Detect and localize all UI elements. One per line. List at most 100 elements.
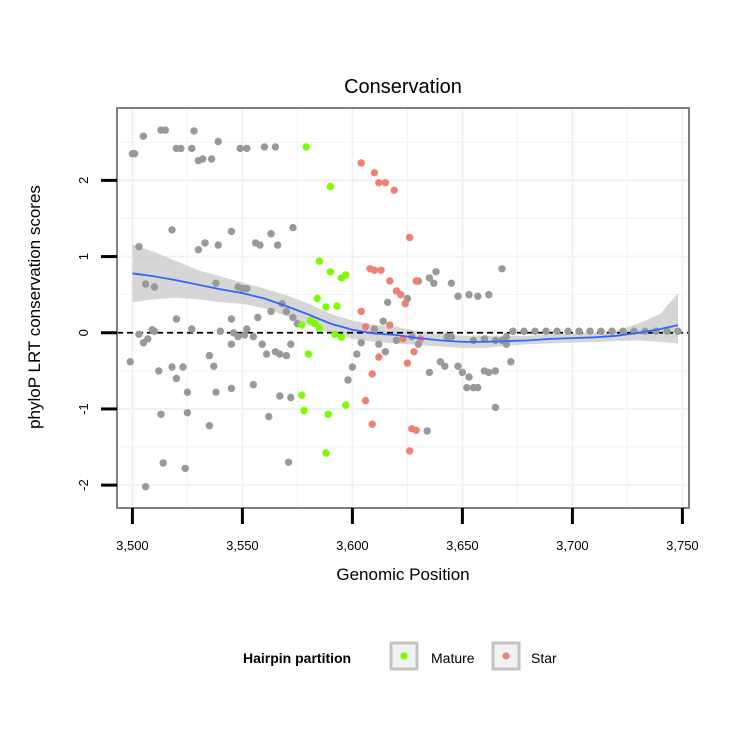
- point-other: [597, 327, 605, 335]
- point-star: [375, 179, 383, 187]
- point-star: [386, 277, 394, 285]
- y-tick-label: -2: [76, 479, 91, 491]
- point-other: [436, 358, 445, 366]
- point-other: [608, 327, 616, 335]
- point-other: [240, 331, 249, 339]
- point-other: [289, 223, 297, 232]
- point-other: [135, 243, 143, 251]
- point-other: [379, 317, 387, 325]
- x-tick-label: 3,550: [226, 538, 259, 553]
- point-mature: [322, 449, 330, 457]
- point-star: [390, 186, 398, 194]
- point-other: [491, 367, 500, 375]
- point-other: [485, 368, 493, 377]
- point-other: [491, 403, 500, 412]
- point-other: [130, 150, 139, 158]
- point-mature: [324, 410, 332, 418]
- point-other: [227, 384, 236, 393]
- point-star: [361, 323, 370, 331]
- point-star: [386, 321, 394, 329]
- point-other: [353, 350, 361, 358]
- point-other: [282, 307, 291, 316]
- point-other: [491, 336, 500, 345]
- confidence-band: [132, 244, 678, 348]
- point-other: [214, 241, 222, 249]
- x-tick-label: 3,700: [556, 538, 589, 553]
- point-other: [256, 241, 264, 249]
- plot-panel: [117, 108, 689, 508]
- point-star: [361, 396, 370, 405]
- point-other: [282, 351, 291, 360]
- point-mature: [337, 333, 346, 341]
- point-other: [265, 412, 273, 421]
- point-other: [383, 298, 392, 306]
- legend-swatch-star: [502, 652, 510, 660]
- point-other: [161, 126, 170, 134]
- point-other: [447, 279, 456, 287]
- point-mature: [304, 350, 313, 358]
- point-other: [454, 362, 462, 370]
- legend-title: Hairpin partition: [243, 650, 351, 666]
- point-mature: [326, 182, 335, 191]
- point-other: [564, 327, 572, 335]
- legend-swatch-mature: [400, 652, 408, 660]
- point-other: [370, 325, 379, 333]
- point-other: [148, 326, 156, 334]
- point-mature: [298, 391, 306, 399]
- point-other: [207, 155, 216, 163]
- point-other: [168, 226, 176, 234]
- point-mature: [315, 324, 324, 332]
- point-other: [181, 464, 189, 473]
- point-other: [172, 374, 181, 383]
- point-other: [267, 230, 275, 238]
- point-other: [357, 339, 365, 347]
- point-other: [454, 292, 462, 300]
- loess-line: [132, 272, 679, 343]
- point-other: [392, 336, 401, 345]
- point-other: [249, 380, 258, 389]
- y-tick-label: 0: [76, 329, 91, 336]
- point-mature: [322, 303, 330, 311]
- point-other: [214, 137, 222, 146]
- point-other: [227, 315, 236, 323]
- point-other: [135, 330, 143, 338]
- point-other: [183, 409, 192, 417]
- point-other: [141, 280, 150, 288]
- point-other: [287, 340, 295, 348]
- point-other: [194, 246, 203, 254]
- legend: Hairpin partition Mature Star: [243, 641, 557, 671]
- point-other: [287, 393, 295, 402]
- point-star: [412, 426, 420, 434]
- point-other: [199, 155, 207, 163]
- point-mature: [300, 406, 308, 415]
- point-star: [405, 447, 414, 455]
- point-other: [271, 143, 280, 151]
- point-star: [357, 307, 365, 316]
- point-other: [553, 327, 561, 335]
- point-other: [150, 283, 159, 291]
- point-other: [443, 332, 451, 341]
- point-other: [430, 279, 438, 287]
- point-other: [179, 363, 187, 371]
- point-star: [403, 359, 412, 367]
- point-other: [227, 340, 236, 348]
- point-other: [139, 132, 148, 140]
- point-other: [267, 307, 275, 316]
- gridlines: [117, 108, 689, 508]
- point-other: [212, 279, 220, 287]
- point-other: [381, 348, 390, 356]
- point-other: [663, 327, 671, 335]
- point-other: [498, 265, 506, 273]
- point-mature: [326, 268, 335, 276]
- point-other: [289, 313, 297, 322]
- point-other: [502, 332, 511, 341]
- point-star: [368, 420, 376, 428]
- y-axis: -2 -1 0 1 2: [76, 177, 117, 491]
- point-other: [432, 268, 440, 276]
- point-other: [619, 327, 627, 335]
- point-other: [227, 227, 236, 236]
- point-other: [474, 292, 482, 300]
- point-other: [465, 373, 473, 381]
- point-other: [139, 339, 148, 347]
